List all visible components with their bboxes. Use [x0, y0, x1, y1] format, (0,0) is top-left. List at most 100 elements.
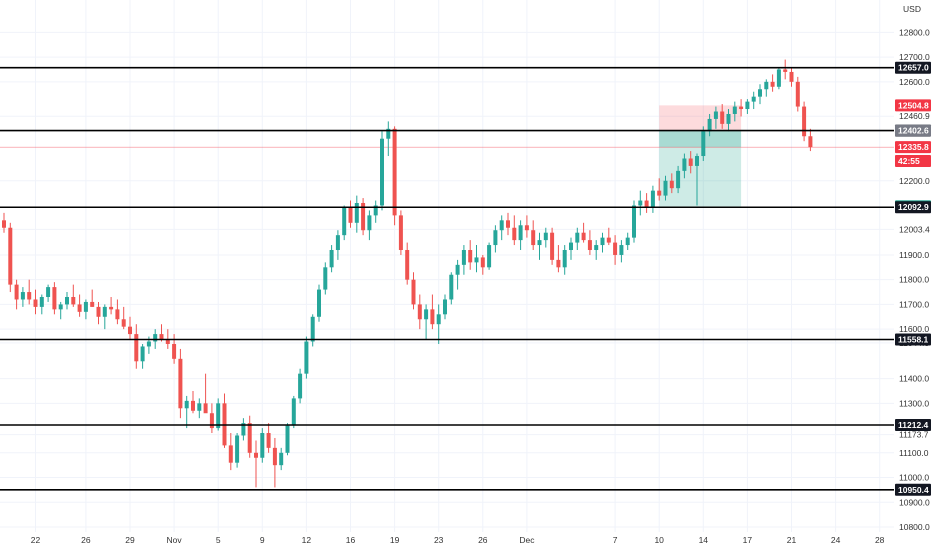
candle	[209, 403, 214, 434]
candle	[695, 153, 699, 206]
candle-body	[172, 343, 177, 359]
candle-body	[411, 279, 416, 305]
candle	[392, 126, 397, 226]
candle-body	[367, 215, 372, 231]
candle	[506, 212, 510, 236]
candle	[751, 91, 756, 110]
candle	[102, 304, 107, 330]
price-label-text: 12657.0	[898, 63, 929, 73]
candle-body	[468, 250, 473, 263]
candle	[443, 294, 447, 320]
price-axis[interactable]: USD 12800.0 12700.0 12600.0 12460.9 12200.0 1…	[894, 0, 932, 550]
candle	[783, 59, 788, 80]
candle	[480, 254, 485, 275]
price-label-text: 12092.9	[898, 202, 929, 212]
candle	[732, 101, 737, 122]
candle	[304, 336, 309, 379]
candle-body	[310, 316, 315, 342]
candle-body	[650, 190, 655, 208]
candle	[468, 240, 473, 270]
candle-body	[461, 250, 466, 265]
candle-body	[613, 242, 618, 255]
horizontal-levels[interactable]	[0, 66, 894, 491]
candle-body	[569, 242, 573, 251]
candle-body	[556, 259, 561, 268]
open-profit-zone	[659, 130, 742, 148]
candle	[795, 76, 800, 112]
candle-body	[669, 180, 674, 189]
candle	[386, 121, 391, 157]
candle	[83, 299, 88, 320]
candle	[600, 232, 605, 253]
grid-lines	[0, 0, 894, 532]
candle	[537, 232, 542, 260]
candle	[487, 242, 492, 270]
candle-body	[417, 304, 422, 320]
candle	[380, 131, 384, 211]
position-tool[interactable]	[0, 105, 894, 207]
candle-body	[33, 299, 38, 307]
candle-body	[348, 207, 353, 223]
candle	[285, 423, 290, 456]
candle	[46, 284, 51, 302]
candle-body	[751, 96, 756, 102]
candle	[613, 235, 618, 265]
candle-body	[758, 89, 762, 97]
candle-body	[518, 225, 523, 241]
candle	[247, 415, 252, 458]
candle-body	[146, 341, 151, 347]
candle-body	[329, 250, 334, 268]
candle-body	[783, 69, 788, 72]
candle	[184, 395, 189, 429]
candle	[644, 193, 649, 213]
candle	[550, 227, 555, 265]
price-label-background	[895, 154, 931, 167]
candle-body	[8, 227, 13, 285]
take-profit-zone	[659, 147, 742, 207]
price-label: 12657.0	[895, 61, 931, 74]
candle	[789, 66, 794, 87]
candle-body	[688, 158, 693, 166]
candle-body	[455, 264, 460, 275]
price-label-background	[895, 99, 931, 112]
candle-body	[638, 200, 643, 206]
candle	[770, 74, 775, 92]
candle	[52, 282, 57, 315]
price-label-background	[895, 419, 931, 432]
candle-body	[361, 203, 366, 231]
price-label-text: 12402.6	[898, 126, 929, 136]
x-tick-label: 7	[613, 535, 618, 545]
candle-body	[713, 111, 718, 119]
candle	[33, 289, 38, 315]
candle-body	[770, 81, 775, 87]
candle-body	[657, 190, 662, 196]
candle-body	[153, 334, 158, 342]
candle	[556, 245, 561, 273]
y-tick-label: 11700.0	[899, 299, 929, 309]
candle-body	[65, 296, 69, 305]
candle-body	[682, 158, 687, 171]
candle-body	[159, 334, 164, 340]
price-label-text: 12335.8	[898, 142, 929, 152]
candle	[235, 433, 240, 468]
candle	[682, 153, 687, 179]
y-tick-label: 11300.0	[899, 398, 929, 408]
candle-body	[606, 237, 611, 243]
candle	[361, 198, 366, 236]
candle-body	[398, 215, 403, 251]
candle-body	[600, 237, 605, 246]
candle-body	[795, 81, 800, 107]
candle-body	[739, 106, 744, 110]
candle-body	[745, 101, 750, 110]
x-tick-label: 10	[654, 535, 664, 545]
candle	[524, 215, 529, 238]
candle	[172, 334, 177, 364]
candle	[140, 343, 145, 369]
candle	[58, 301, 63, 320]
candle-body	[632, 205, 636, 238]
price-label-background	[895, 124, 931, 137]
time-axis[interactable]: 22 26 29 Nov 5 9 12 16 19 23 26 Dec 7 10 14 17 21 24 28	[31, 535, 885, 545]
candle	[739, 99, 744, 117]
y-tick-label: 12003.4	[899, 224, 930, 234]
